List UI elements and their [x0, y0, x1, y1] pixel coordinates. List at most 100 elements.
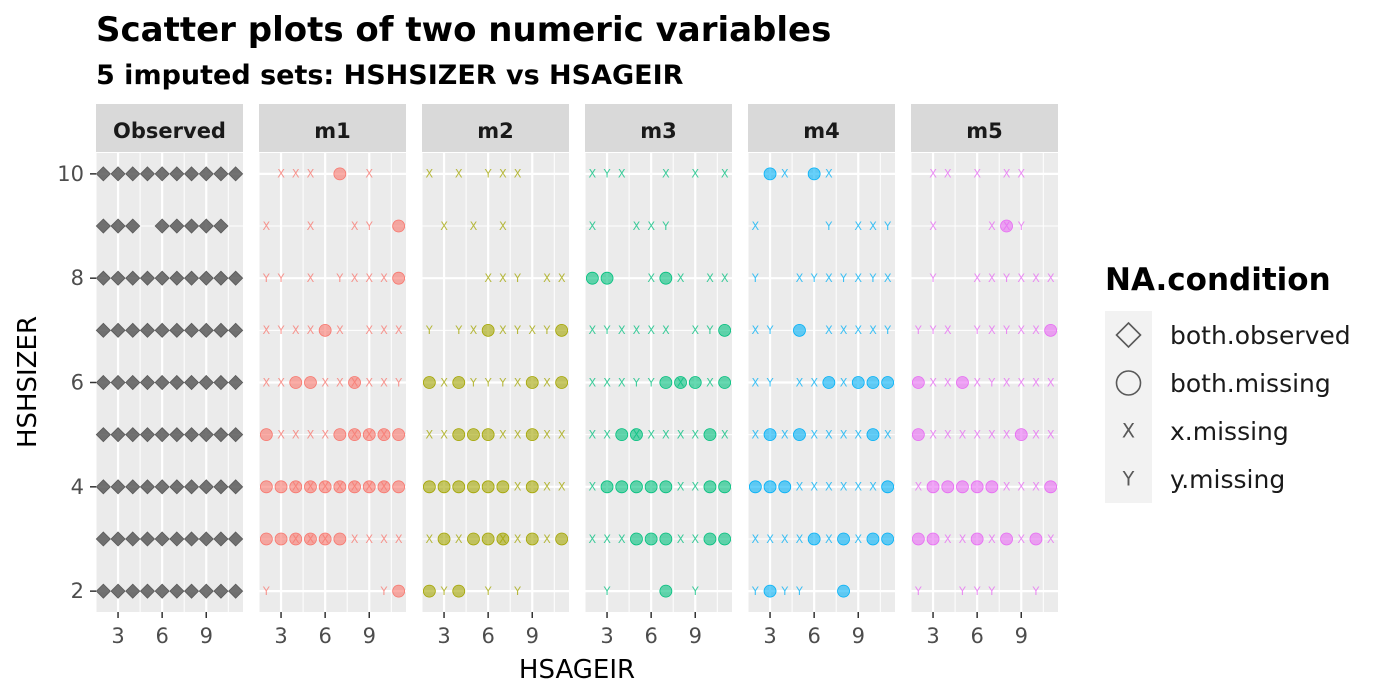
x-tick-label: 3	[926, 624, 939, 648]
data-point	[333, 167, 347, 181]
x-tick-label: 3	[111, 624, 124, 648]
data-point: X	[426, 168, 434, 181]
data-point	[198, 479, 214, 495]
data-point: X	[691, 429, 699, 442]
data-point: X	[365, 272, 373, 285]
data-point	[496, 480, 510, 494]
data-point: Y	[543, 324, 551, 337]
data-point: X	[869, 481, 877, 494]
data-point: X	[840, 376, 848, 389]
data-point: Y	[987, 376, 995, 389]
data-point: X	[752, 533, 760, 546]
data-point	[259, 480, 273, 494]
data-point	[154, 583, 170, 599]
data-point	[970, 480, 984, 494]
data-point: Y	[632, 376, 640, 389]
data-point	[644, 532, 658, 546]
data-point	[95, 531, 111, 547]
data-point: X	[543, 429, 551, 442]
data-point	[630, 428, 643, 442]
data-point: Y	[440, 585, 448, 598]
data-point	[139, 270, 156, 286]
data-point	[125, 218, 141, 234]
data-point	[348, 480, 361, 494]
data-point	[659, 376, 673, 389]
data-point	[911, 428, 925, 442]
data-point: Y	[766, 376, 774, 389]
data-point	[659, 480, 673, 494]
data-point	[110, 322, 126, 338]
data-point: X	[825, 168, 833, 181]
data-point	[198, 583, 214, 599]
data-points: XXXXXXXYYYYXXXXXXXXXXXYXXXXXXXYXXXXXXXXX…	[259, 167, 406, 598]
data-point: X	[263, 324, 271, 337]
data-point	[659, 584, 673, 598]
x-tick-label: 6	[155, 624, 168, 648]
data-point: X	[796, 533, 804, 546]
data-point	[213, 427, 229, 443]
legend-key-background	[1105, 359, 1152, 407]
data-point: X	[840, 429, 848, 442]
data-points	[95, 166, 244, 599]
data-point: X	[766, 533, 774, 546]
data-point: X	[277, 168, 285, 181]
x-axis-title: HSAGEIR	[519, 655, 635, 685]
legend-label: both.observed	[1170, 321, 1351, 350]
data-point	[169, 427, 185, 443]
data-point: X	[825, 481, 833, 494]
data-point	[851, 376, 865, 389]
data-point	[793, 323, 806, 337]
data-point	[198, 427, 214, 443]
data-point	[139, 531, 156, 547]
data-point: X	[854, 272, 862, 285]
data-point	[183, 427, 200, 443]
data-point: X	[603, 429, 611, 442]
data-point	[362, 428, 376, 442]
data-point: X	[1047, 376, 1055, 389]
x-tick-label: 6	[481, 624, 494, 648]
facet-strip	[911, 104, 1058, 152]
data-point	[348, 376, 361, 389]
data-point: X	[395, 533, 403, 546]
data-point	[866, 428, 880, 442]
data-point	[837, 584, 850, 598]
y-tick-label: 10	[57, 162, 84, 186]
data-point: X	[589, 168, 597, 181]
facet-strip-label: m2	[477, 119, 514, 143]
data-point	[881, 480, 895, 494]
data-point: X	[1032, 324, 1040, 337]
data-point	[304, 532, 317, 546]
data-point: Y	[335, 272, 343, 285]
y-axis-title: HSHSIZER	[13, 316, 43, 448]
y-tick-label: 6	[71, 371, 84, 395]
data-point	[139, 479, 156, 495]
data-point	[154, 531, 170, 547]
data-point	[392, 428, 406, 442]
data-point: X	[810, 429, 818, 442]
data-point	[659, 532, 673, 546]
data-point	[110, 166, 126, 182]
data-point	[139, 166, 156, 182]
data-point: X	[752, 376, 760, 389]
data-point	[228, 374, 244, 391]
data-point	[807, 532, 821, 546]
data-point: Y	[513, 324, 521, 337]
data-point	[392, 480, 406, 494]
data-point	[259, 428, 273, 442]
data-point: X	[959, 533, 967, 546]
data-point: X	[426, 533, 434, 546]
data-point: Y	[647, 376, 655, 389]
data-point	[95, 218, 111, 234]
data-point	[1014, 428, 1028, 442]
data-point: X	[514, 168, 522, 181]
x-tick-label: 9	[363, 624, 376, 648]
data-point: Y	[929, 272, 937, 285]
data-point	[95, 322, 111, 338]
facet-strip	[259, 104, 406, 152]
data-point: X	[944, 168, 952, 181]
data-point: Y	[929, 324, 937, 337]
data-point: X	[292, 324, 300, 337]
legend-key-background	[1105, 311, 1152, 359]
data-point: X	[1032, 481, 1040, 494]
